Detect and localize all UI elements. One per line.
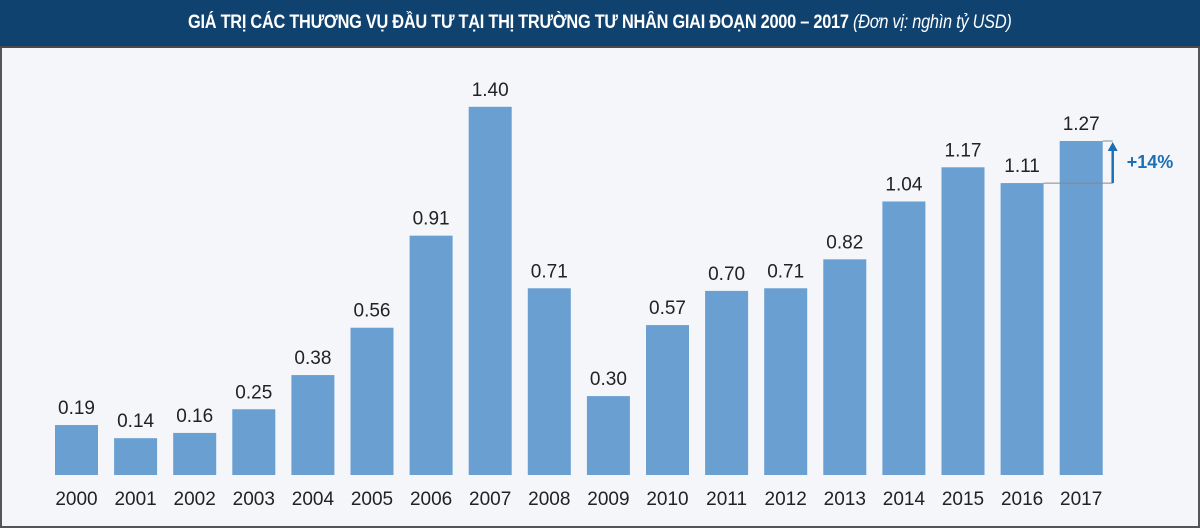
value-label-2015: 1.17 xyxy=(945,140,982,161)
bar-2012 xyxy=(764,288,808,475)
x-tick-label-2015: 2015 xyxy=(942,489,984,510)
value-label-2014: 1.04 xyxy=(885,174,922,195)
x-tick-label-2006: 2006 xyxy=(410,489,452,510)
bar-2010 xyxy=(646,325,689,475)
bar-2015 xyxy=(941,167,985,476)
bar-2000 xyxy=(55,425,98,475)
value-label-2002: 0.16 xyxy=(176,406,213,427)
value-label-2004: 0.38 xyxy=(294,348,331,369)
annotation-label: +14% xyxy=(1127,152,1174,172)
value-label-2016: 1.11 xyxy=(1004,156,1040,177)
x-tick-label-2017: 2017 xyxy=(1060,489,1102,510)
x-tick-label-2012: 2012 xyxy=(765,489,807,510)
chart-frame xyxy=(0,48,1200,528)
value-label-2013: 0.82 xyxy=(826,232,863,253)
chart-title: GIÁ TRỊ CÁC THƯƠNG VỤ ĐẦU TƯ TẠI THỊ TRƯ… xyxy=(188,12,849,33)
chart-header: GIÁ TRỊ CÁC THƯƠNG VỤ ĐẦU TƯ TẠI THỊ TRƯ… xyxy=(0,0,1200,48)
arrow-up-icon xyxy=(1107,141,1118,151)
bar-2004 xyxy=(291,375,335,475)
bar-2001 xyxy=(114,438,158,475)
x-tick-label-2010: 2010 xyxy=(646,489,688,510)
chart-unit: (Đơn vị: nghìn tỷ USD) xyxy=(853,12,1012,33)
x-tick-label-2005: 2005 xyxy=(351,489,393,510)
x-tick-label-2001: 2001 xyxy=(114,489,156,510)
x-tick-label-2002: 2002 xyxy=(174,489,216,510)
bar-2009 xyxy=(586,396,630,475)
bar-2003 xyxy=(232,409,276,475)
value-label-2017: 1.27 xyxy=(1063,114,1100,135)
value-label-2007: 1.40 xyxy=(472,80,509,101)
x-tick-label-2004: 2004 xyxy=(292,489,335,510)
x-tick-label-2009: 2009 xyxy=(587,489,629,510)
bar-2016 xyxy=(1000,183,1044,475)
bar-2006 xyxy=(409,235,453,475)
bar-2014 xyxy=(882,201,926,476)
value-label-2005: 0.56 xyxy=(354,301,391,322)
x-tick-label-2013: 2013 xyxy=(824,489,866,510)
bar-2007 xyxy=(468,106,512,476)
x-tick-label-2008: 2008 xyxy=(528,489,570,510)
value-label-2008: 0.71 xyxy=(531,261,568,282)
value-label-2006: 0.91 xyxy=(413,209,450,230)
bar-2002 xyxy=(173,432,217,475)
bar-2005 xyxy=(350,327,394,475)
chart-title-wrap: GIÁ TRỊ CÁC THƯƠNG VỤ ĐẦU TƯ TẠI THỊ TRƯ… xyxy=(188,12,1012,34)
value-label-2003: 0.25 xyxy=(235,382,272,403)
x-tick-label-2003: 2003 xyxy=(233,489,275,510)
value-label-2009: 0.30 xyxy=(590,369,627,390)
x-tick-label-2016: 2016 xyxy=(1001,489,1043,510)
x-tick-label-2000: 2000 xyxy=(55,489,97,510)
bar-2008 xyxy=(527,288,571,475)
bar-2011 xyxy=(705,290,749,475)
value-label-2012: 0.71 xyxy=(767,261,804,282)
x-tick-label-2011: 2011 xyxy=(706,489,747,510)
x-tick-label-2014: 2014 xyxy=(883,489,926,510)
bar-2017 xyxy=(1059,140,1103,476)
bar-2013 xyxy=(823,259,867,475)
value-label-2001: 0.14 xyxy=(117,411,154,432)
value-label-2011: 0.70 xyxy=(708,264,745,285)
value-label-2000: 0.19 xyxy=(58,398,95,419)
value-label-2010: 0.57 xyxy=(649,298,686,319)
x-tick-label-2007: 2007 xyxy=(469,489,511,510)
